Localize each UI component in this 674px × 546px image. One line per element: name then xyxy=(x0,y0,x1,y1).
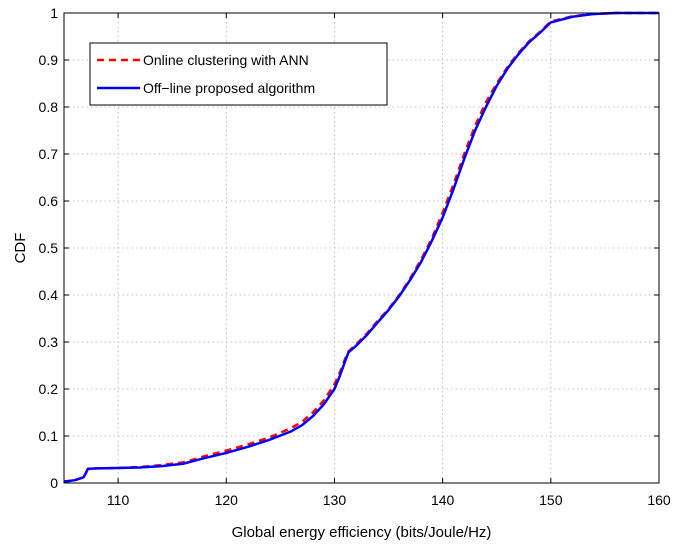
x-tick-label: 150 xyxy=(539,492,563,508)
y-tick-label: 0 xyxy=(50,475,58,491)
y-tick-label: 0.6 xyxy=(39,193,59,209)
legend-label-offline: Off−line proposed algorithm xyxy=(143,80,315,96)
y-tick-label: 0.7 xyxy=(39,146,59,162)
y-tick-label: 0.1 xyxy=(39,428,59,444)
axis-ticks: 110 120 130 140 150 160 0 0.1 0.2 0.3 0.4 0.5 0.6 0.7… xyxy=(39,5,671,508)
x-tick-label: 160 xyxy=(647,492,671,508)
y-tick-label: 0.3 xyxy=(39,334,59,350)
legend-box xyxy=(89,42,388,106)
x-tick-label: 140 xyxy=(431,492,455,508)
y-tick-label: 0.2 xyxy=(39,381,59,397)
series-line-offline-algorithm xyxy=(63,11,659,483)
x-tick-label: 120 xyxy=(215,492,239,508)
legend: Online clustering with ANN Off−line prop… xyxy=(89,42,388,106)
series-lines xyxy=(63,11,659,483)
y-axis-label: CDF xyxy=(12,233,29,264)
legend-label-online: Online clustering with ANN xyxy=(143,52,309,68)
y-tick-label: 0.9 xyxy=(39,52,59,68)
y-tick-label: 0.4 xyxy=(39,287,59,303)
y-tick-label: 1 xyxy=(50,5,58,21)
y-tick-label: 0.5 xyxy=(39,240,59,256)
y-tick-label: 0.8 xyxy=(39,99,59,115)
x-tick-label: 110 xyxy=(107,492,130,508)
x-axis-label: Global energy efficiency (bits/Joule/Hz) xyxy=(232,524,492,541)
x-tick-label: 130 xyxy=(323,492,347,508)
